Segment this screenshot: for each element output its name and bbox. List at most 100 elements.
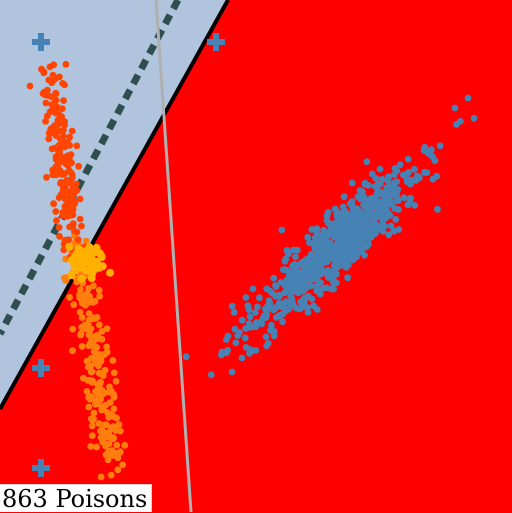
- poison-count-text: 863 Poisons: [2, 485, 148, 513]
- clean-point: [326, 254, 333, 262]
- clean-point: [366, 225, 373, 233]
- poison-point: [75, 162, 82, 170]
- poison-point-highlight: [83, 254, 92, 263]
- poison-point: [105, 388, 113, 396]
- clean-point: [284, 250, 292, 258]
- clean-point: [404, 201, 412, 209]
- clean-point: [238, 316, 246, 324]
- poison-point-highlight: [65, 242, 74, 251]
- poison-point: [105, 448, 113, 455]
- clean-point: [290, 301, 297, 309]
- clean-point: [292, 253, 299, 261]
- clean-point: [453, 121, 460, 128]
- poison-point: [56, 232, 63, 240]
- poison-point: [61, 121, 68, 129]
- clean-point: [385, 183, 393, 190]
- poison-point: [86, 293, 94, 301]
- clean-point: [264, 305, 272, 312]
- clean-point: [357, 233, 365, 241]
- poison-point: [66, 133, 73, 141]
- clean-point: [368, 170, 376, 178]
- clean-point: [301, 278, 309, 285]
- poison-point: [95, 286, 103, 294]
- clean-point: [304, 233, 312, 241]
- clean-point: [182, 353, 190, 361]
- clean-point: [251, 309, 259, 316]
- clean-point: [294, 261, 301, 269]
- poison-point: [54, 118, 62, 126]
- clean-point: [394, 197, 402, 205]
- poison-point: [87, 362, 95, 370]
- clean-point: [249, 285, 257, 293]
- clean-point: [319, 244, 326, 252]
- poison-point: [115, 421, 123, 429]
- poison-point: [110, 434, 117, 442]
- poison-points-group: [26, 60, 129, 481]
- poison-point: [65, 236, 73, 244]
- clean-point: [275, 291, 283, 299]
- clean-point: [324, 208, 332, 216]
- poison-point: [69, 347, 76, 355]
- poison-point: [114, 466, 122, 474]
- clean-point: [279, 318, 286, 326]
- clean-point: [399, 171, 407, 179]
- decision-boundary: [0, 0, 230, 410]
- clean-point: [308, 272, 315, 280]
- clean-point: [396, 161, 404, 169]
- poison-point: [61, 170, 68, 178]
- poison-point: [95, 334, 103, 342]
- poison-point-highlight: [85, 243, 94, 252]
- poison-point: [112, 378, 120, 385]
- poison-point: [97, 434, 105, 442]
- clean-point: [385, 231, 393, 239]
- plus-marker-icon: [32, 33, 50, 51]
- plus-marker-icon: [207, 33, 225, 51]
- clean-point: [331, 242, 339, 250]
- clean-point: [245, 306, 253, 314]
- poison-point: [98, 406, 105, 414]
- clean-point: [374, 180, 382, 188]
- clean-point: [284, 267, 291, 274]
- marker-group: [32, 33, 225, 477]
- clean-point: [427, 146, 435, 154]
- poison-point: [71, 200, 79, 208]
- clean-point: [395, 206, 402, 213]
- poison-point: [50, 73, 57, 81]
- poison-point: [53, 217, 60, 225]
- clean-point: [358, 188, 366, 196]
- clean-points-group: [182, 94, 478, 379]
- poison-point: [110, 369, 118, 377]
- poison-point: [58, 105, 66, 112]
- poison-point: [85, 310, 93, 317]
- poison-point: [56, 156, 64, 163]
- poison-point: [43, 174, 50, 181]
- poison-point: [85, 331, 93, 339]
- poison-point: [61, 143, 69, 151]
- clean-point: [308, 258, 316, 266]
- clean-point: [236, 329, 243, 336]
- clean-point: [304, 309, 312, 316]
- clean-point: [313, 287, 321, 295]
- clean-point: [330, 262, 338, 269]
- poison-point: [90, 314, 98, 322]
- clean-point: [404, 155, 412, 163]
- poison-point: [69, 325, 77, 333]
- poison-point: [52, 90, 60, 97]
- poison-point-highlight: [77, 274, 86, 283]
- plus-marker-icon: [32, 459, 50, 477]
- poison-point: [103, 343, 110, 351]
- clean-point: [352, 233, 360, 241]
- poison-point: [88, 368, 96, 375]
- poison-point: [48, 101, 56, 108]
- poison-point: [90, 409, 98, 417]
- poison-point: [63, 176, 71, 184]
- clean-point: [421, 143, 429, 151]
- poison-point: [90, 282, 97, 290]
- clean-point: [429, 153, 436, 161]
- clean-point: [376, 223, 383, 231]
- poison-point: [109, 357, 117, 364]
- poison-point: [83, 325, 91, 333]
- clean-point: [304, 292, 312, 300]
- poison-point: [119, 461, 126, 469]
- clean-point: [308, 226, 316, 233]
